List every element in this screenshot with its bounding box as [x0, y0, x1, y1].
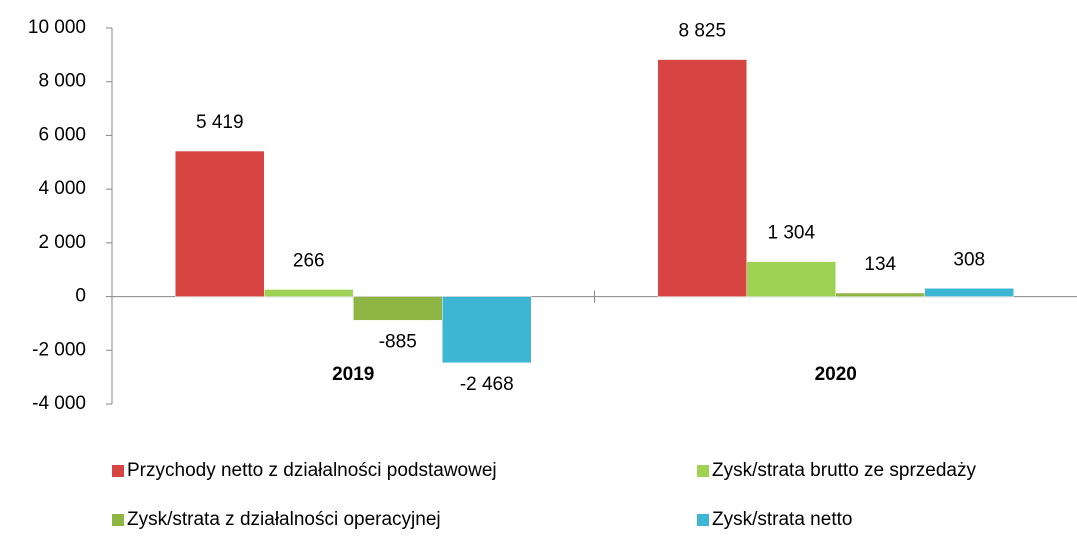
- legend-label: Przychody netto z działalności podstawow…: [127, 460, 497, 481]
- data-label: 1 304: [767, 223, 815, 244]
- bar: [175, 150, 265, 297]
- x-tick-label: 2020: [815, 364, 857, 385]
- y-tick-label: -2 000: [32, 339, 86, 360]
- bar: [442, 296, 532, 364]
- legend-label: Zysk/strata brutto ze sprzedaży: [712, 460, 976, 481]
- y-tick-label: 4 000: [38, 178, 86, 199]
- y-tick-label: -4 000: [32, 393, 86, 414]
- y-tick-label: 10 000: [28, 17, 86, 38]
- data-label: 134: [864, 254, 896, 275]
- legend-swatch: [112, 465, 124, 477]
- y-tick-label: 2 000: [38, 232, 86, 253]
- bar: [746, 261, 836, 297]
- data-label: 266: [293, 250, 325, 271]
- legend-swatch: [112, 514, 124, 526]
- data-label: 8 825: [678, 21, 726, 42]
- bar: [924, 288, 1014, 297]
- data-label: -885: [379, 331, 417, 352]
- bar: [657, 59, 747, 297]
- legend-swatch: [697, 465, 709, 477]
- legend-swatch: [697, 514, 709, 526]
- data-label: 5 419: [196, 112, 244, 133]
- y-tick-label: 8 000: [38, 71, 86, 92]
- bar: [264, 289, 354, 297]
- legend-label: Zysk/strata netto: [712, 509, 852, 530]
- y-tick-label: 0: [75, 286, 86, 307]
- y-tick-label: 6 000: [38, 124, 86, 145]
- data-label: 308: [953, 249, 985, 270]
- bar: [353, 296, 443, 321]
- x-tick-label: 2019: [332, 364, 374, 385]
- legend-label: Zysk/strata z działalności operacyjnej: [127, 509, 441, 530]
- data-label: -2 468: [460, 374, 514, 395]
- bar: [835, 292, 925, 297]
